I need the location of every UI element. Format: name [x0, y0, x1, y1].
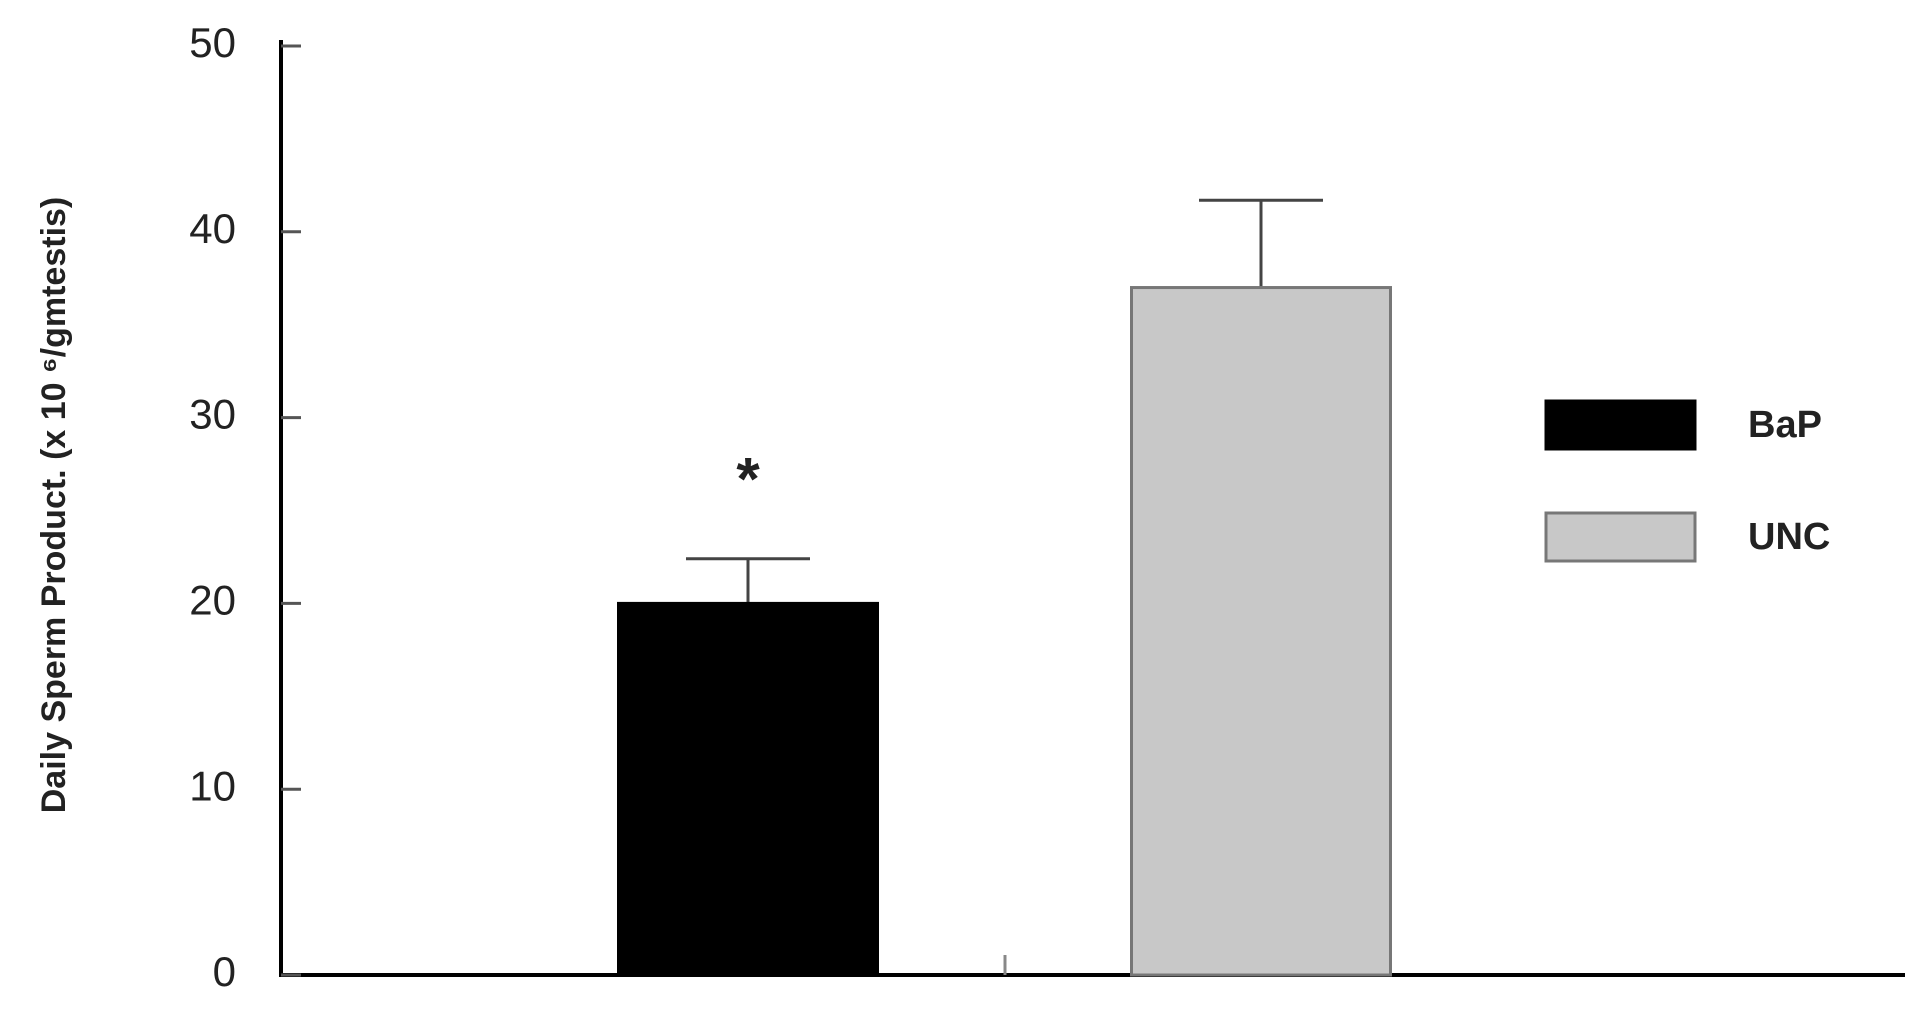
y-tick-label: 0	[213, 948, 236, 995]
y-tick-label: 30	[189, 391, 236, 438]
legend-swatch	[1544, 399, 1697, 451]
annotation: *	[736, 446, 760, 513]
bar	[617, 601, 879, 977]
bar	[1130, 286, 1392, 977]
y-tick-label: 50	[189, 19, 236, 66]
y-tick-label: 20	[189, 576, 236, 623]
legend-swatch	[1544, 511, 1697, 563]
legend-label: BaP	[1748, 404, 1822, 446]
legend-label: UNC	[1748, 516, 1830, 558]
y-axis-label: Daily Sperm Product. (x 10 ⁶/gmtestis)	[35, 197, 73, 814]
y-tick-label: 10	[189, 762, 236, 809]
y-tick-label: 40	[189, 205, 236, 252]
